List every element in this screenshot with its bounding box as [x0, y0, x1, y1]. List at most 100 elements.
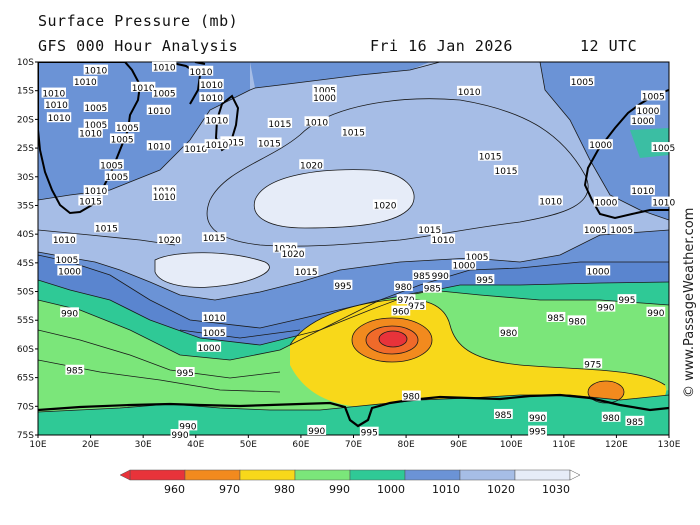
isobar-label: 1015 — [268, 120, 291, 130]
isobar-label-bg — [646, 306, 666, 317]
isobar-label: 1010 — [53, 236, 76, 246]
isobar-label: 1010 — [132, 84, 155, 94]
isobar-label-bg — [341, 126, 366, 137]
isobar-label-bg — [372, 199, 398, 210]
lat-label: 10S — [17, 58, 34, 68]
isobar-label-bg — [146, 140, 172, 151]
isobar-label-bg — [617, 294, 637, 305]
lon-label: 130E — [658, 440, 681, 450]
isobar-label-bg — [609, 224, 634, 235]
longitude-labels: 10E 20E 30E 40E 50E 60E 70E 80E 90E 100E 110E 120E 1… — [29, 435, 681, 450]
isobar-label: 1000 — [452, 262, 475, 272]
isobar-label-bg — [60, 307, 79, 318]
isobar-label-bg — [456, 85, 482, 96]
lon-label: 90E — [450, 440, 467, 450]
isobar-label: 1010 — [74, 78, 97, 88]
isobar-label-bg — [588, 139, 613, 150]
isobar-label: 990 — [61, 309, 78, 319]
isobar-label: 1005 — [116, 124, 139, 134]
isobar-label-bg — [83, 101, 109, 112]
isobar-label: 1015 — [95, 224, 118, 234]
colorbar-segment — [459, 469, 516, 481]
isobar-label: 995 — [529, 428, 546, 438]
isobar-label-bg — [528, 411, 547, 422]
isobar-label: 1005 — [84, 104, 107, 114]
lon-label: 100E — [500, 440, 523, 450]
isobar-label-bg — [46, 112, 72, 123]
isobar-label: 1005 — [466, 253, 489, 263]
isobar-label-bg — [201, 311, 227, 322]
isobar-label-bg — [183, 143, 208, 154]
isobar-label-bg — [130, 81, 156, 92]
isobar-label-bg — [170, 429, 190, 439]
isobar-label: 1015 — [342, 129, 365, 139]
isobar-label-bg — [152, 61, 177, 72]
isobar-label-bg — [391, 305, 411, 316]
isobar-label: 1015 — [418, 226, 441, 236]
isobar-label-bg — [220, 136, 245, 147]
isobar-label: 1010 — [79, 130, 102, 140]
isobar-label: 1000 — [637, 107, 660, 117]
isobar-label: 1010 — [147, 107, 170, 117]
lat-label: 50S — [17, 288, 34, 298]
colorbar-tick: 980 — [274, 483, 295, 496]
isobar-label-bg — [417, 224, 442, 235]
isobar-label-bg — [585, 265, 611, 276]
lat-label: 30S — [17, 173, 34, 183]
isobar-label: 1015 — [495, 167, 518, 177]
isobar-label: 990 — [308, 427, 325, 437]
isobar-label: 1010 — [205, 117, 228, 127]
colorbar-segment — [239, 469, 296, 481]
isobar-label-bg — [83, 64, 109, 75]
isobar-label-bg — [94, 222, 119, 233]
isobar-label-bg — [546, 311, 566, 322]
isobar-label: 1000 — [631, 117, 654, 127]
isobar-label-bg — [196, 341, 222, 352]
isobar-label-bg — [430, 233, 456, 244]
isobar-label-bg — [41, 87, 66, 98]
isobar-label: 1005 — [610, 226, 633, 236]
isobar-label-bg — [451, 259, 477, 270]
isobar-label: 1005 — [84, 121, 107, 131]
isobar-label: 1000 — [587, 267, 610, 277]
isobar-label: 995 — [177, 369, 194, 379]
isobar-label-bg — [115, 121, 140, 132]
isobar-label-bg — [630, 115, 655, 126]
isobar-label: 985 — [495, 411, 512, 421]
isobar-label: 980 — [568, 317, 585, 327]
isobar-label: 1010 — [153, 193, 176, 203]
valid-time: 12 UTC — [580, 37, 638, 55]
isobar-label-bg — [593, 196, 619, 207]
lat-label: 65S — [17, 374, 34, 384]
isobar-label: 990 — [647, 309, 664, 319]
isobar-label: 990 — [171, 431, 188, 441]
isobar-label: 1020 — [158, 236, 181, 246]
isobar-label-bg — [257, 137, 282, 148]
isobar-label-bg — [312, 84, 337, 95]
isobar-label: 1005 — [55, 256, 78, 266]
isobar-label-bg — [412, 270, 432, 281]
isobar-label: 1010 — [205, 141, 228, 151]
isobar-label: 990 — [597, 304, 614, 314]
lon-label: 10E — [29, 440, 46, 450]
isobar-label: 1005 — [642, 92, 665, 102]
colorbar-tick: 1000 — [377, 483, 405, 496]
isobar-label-bg — [293, 266, 319, 277]
isobar-label: 1010 — [190, 68, 213, 78]
isobar-label: 1015 — [295, 268, 318, 278]
isobar-label: 1010 — [84, 67, 107, 77]
isobar-label: 985 — [547, 314, 564, 324]
isobar-label-bg — [493, 165, 519, 176]
lon-label: 50E — [240, 440, 257, 450]
isobar-label: 1020 — [300, 161, 323, 171]
isobar-label: 1005 — [203, 329, 226, 339]
lat-label: 75S — [17, 431, 34, 441]
isobar-label-bg — [401, 390, 421, 401]
isobar-label-bg — [78, 127, 103, 138]
isobar-label-bg — [99, 159, 124, 170]
lon-label: 80E — [398, 440, 415, 450]
isobar-label-bg — [422, 282, 442, 293]
isobar-label-bg — [299, 159, 324, 170]
isobar-label: 975 — [584, 360, 601, 370]
